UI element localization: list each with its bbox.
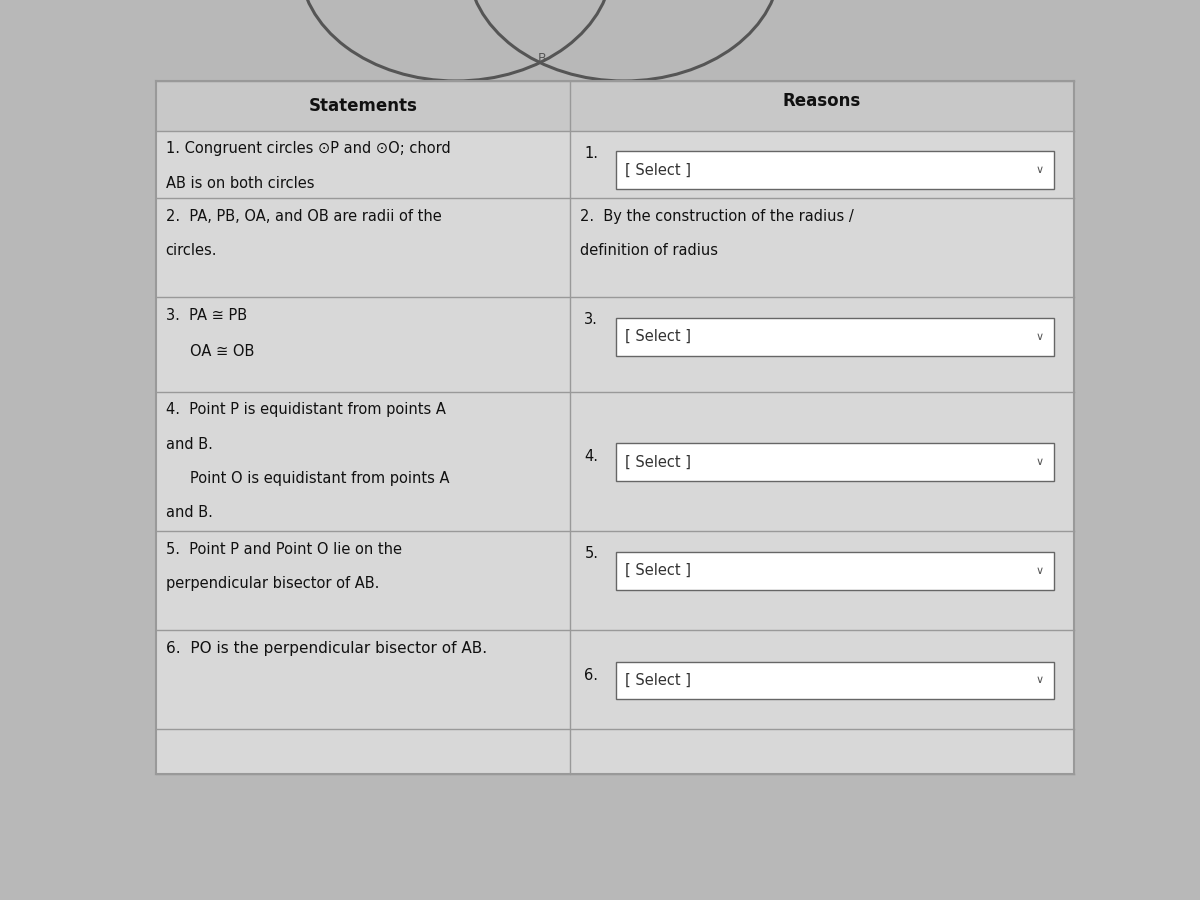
Text: perpendicular bisector of AB.: perpendicular bisector of AB. <box>166 576 379 591</box>
Text: and B.: and B. <box>166 436 212 452</box>
Text: ∨: ∨ <box>1036 565 1043 576</box>
Text: 2.  By the construction of the radius /: 2. By the construction of the radius / <box>580 209 853 224</box>
Text: 3.: 3. <box>584 312 599 328</box>
Text: Point O is equidistant from points A: Point O is equidistant from points A <box>190 471 449 486</box>
Text: 4.  Point P is equidistant from points A: 4. Point P is equidistant from points A <box>166 402 445 418</box>
Bar <box>616 151 1054 189</box>
Text: [ Select ]: [ Select ] <box>625 563 691 578</box>
Text: [ Select ]: [ Select ] <box>625 673 691 688</box>
Bar <box>616 662 1054 699</box>
Bar <box>616 318 1054 356</box>
Text: ∨: ∨ <box>1036 331 1043 342</box>
Bar <box>156 81 1074 774</box>
Text: 5.  Point P and Point O lie on the: 5. Point P and Point O lie on the <box>166 542 402 557</box>
Text: 6.  PO is the perpendicular bisector of AB.: 6. PO is the perpendicular bisector of A… <box>166 641 487 656</box>
Text: 2.  PA, PB, OA, and OB are radii of the: 2. PA, PB, OA, and OB are radii of the <box>166 209 442 224</box>
Text: [ Select ]: [ Select ] <box>625 163 691 177</box>
Text: 1. Congruent circles ⊙P and ⊙O; chord: 1. Congruent circles ⊙P and ⊙O; chord <box>166 141 450 157</box>
Text: 4.: 4. <box>584 449 599 464</box>
Text: 1.: 1. <box>584 146 599 161</box>
Text: 3.  PA ≅ PB: 3. PA ≅ PB <box>166 308 247 323</box>
Text: OA ≅ OB: OA ≅ OB <box>190 344 254 359</box>
Text: AB is on both circles: AB is on both circles <box>166 176 314 191</box>
Text: Statements: Statements <box>308 97 418 114</box>
Bar <box>616 444 1054 482</box>
Text: definition of radius: definition of radius <box>580 243 718 258</box>
Text: ∨: ∨ <box>1036 675 1043 686</box>
Text: Reasons: Reasons <box>782 92 862 110</box>
Text: 6.: 6. <box>584 668 599 682</box>
Bar <box>616 552 1054 590</box>
Text: and B.: and B. <box>166 505 212 520</box>
Text: [ Select ]: [ Select ] <box>625 454 691 470</box>
Text: ∨: ∨ <box>1036 165 1043 176</box>
Text: circles.: circles. <box>166 243 217 258</box>
Bar <box>156 81 1074 130</box>
Text: [ Select ]: [ Select ] <box>625 329 691 344</box>
Text: 5.: 5. <box>584 546 599 562</box>
Text: ∨: ∨ <box>1036 457 1043 467</box>
Text: B: B <box>538 52 547 65</box>
